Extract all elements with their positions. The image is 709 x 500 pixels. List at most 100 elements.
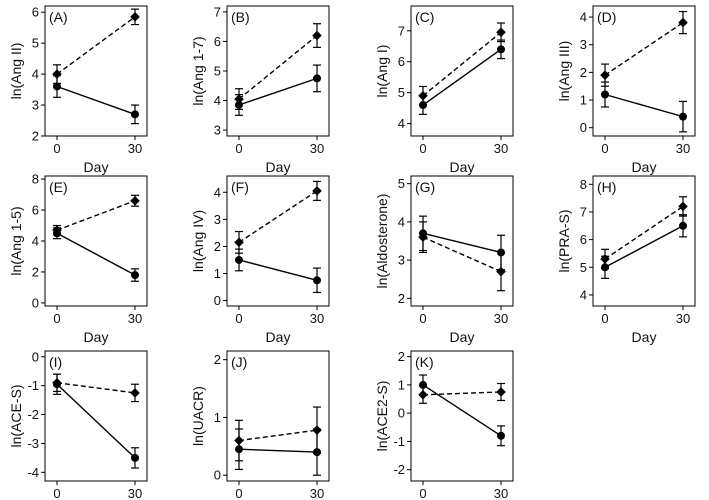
y-axis-label: ln(ACE-S) — [8, 384, 24, 447]
y-tick-label: 7 — [214, 4, 221, 19]
data-point-diamond — [312, 425, 322, 435]
data-point-diamond — [496, 266, 506, 277]
series-solid-line — [238, 77, 318, 106]
y-tick-label: -3 — [27, 436, 39, 451]
y-tick-label: 8 — [32, 172, 39, 187]
series-dashed-line — [238, 35, 318, 100]
data-point-diamond — [312, 186, 322, 196]
panel-label: (E) — [49, 179, 68, 195]
panel-label: (G) — [415, 179, 435, 195]
x-axis-label: Day — [84, 329, 109, 345]
y-tick-label: 5 — [398, 176, 405, 191]
series-dashed-line — [422, 31, 502, 97]
plot-frame — [226, 5, 330, 137]
y-tick-label: -1 — [27, 378, 39, 393]
series-dashed-line — [422, 391, 502, 396]
series-dashed-line — [56, 200, 136, 231]
x-axis-label: Day — [450, 329, 475, 345]
x-tick-label: 0 — [601, 311, 608, 326]
y-tick-label: -4 — [27, 465, 39, 480]
series-dashed-line — [422, 236, 502, 273]
y-tick-label: 4 — [398, 116, 405, 131]
y-tick-label: 1 — [214, 410, 221, 425]
chart-panel: 4 5 6 7 8 0 30 Day ln(PRA-S) (H) — [556, 175, 696, 345]
data-point-diamond — [234, 237, 244, 248]
y-tick-label: 0 — [398, 406, 405, 421]
plot-frame — [592, 5, 696, 137]
series-solid-line — [604, 225, 684, 268]
data-point-diamond — [600, 254, 610, 264]
x-tick-label: 0 — [601, 141, 608, 156]
y-tick-label: 4 — [580, 10, 587, 25]
y-tick-label: 4 — [398, 214, 405, 229]
series-solid-line — [56, 85, 136, 115]
chart-panel: -4-3-2-10030Dayln(ACE-S)(I) — [8, 349, 148, 500]
x-tick-label: 30 — [494, 486, 508, 500]
panel-label: (K) — [415, 354, 434, 370]
panel-label: (B) — [231, 9, 250, 25]
data-point-diamond — [130, 388, 140, 398]
data-point-diamond — [130, 195, 140, 206]
y-axis-label: ln(Ang I) — [374, 45, 390, 98]
y-axis-label: ln(Aldosterone) — [374, 194, 390, 289]
y-tick-label: 0 — [32, 295, 39, 310]
y-tick-label: 0 — [32, 349, 39, 364]
panel-label: (F) — [231, 179, 249, 195]
plot-frame — [410, 350, 514, 482]
y-tick-label: 7 — [398, 23, 405, 38]
y-tick-label: 0 — [580, 120, 587, 135]
y-tick-label: 2 — [398, 349, 405, 364]
y-tick-label: 4 — [214, 185, 221, 200]
y-tick-label: 5 — [32, 36, 39, 51]
x-tick-label: 30 — [676, 311, 690, 326]
y-tick-label: 8 — [580, 177, 587, 192]
data-point-circle — [497, 431, 505, 440]
x-tick-label: 30 — [494, 141, 508, 156]
x-tick-label: 0 — [53, 141, 60, 156]
y-tick-label: 7 — [580, 204, 587, 219]
y-tick-label: 4 — [214, 93, 221, 108]
series-solid-line — [56, 232, 136, 276]
plot-frame — [410, 5, 514, 137]
y-tick-label: 1 — [580, 93, 587, 108]
y-tick-label: 0 — [214, 468, 221, 483]
x-tick-label: 30 — [494, 311, 508, 326]
x-tick-label: 0 — [235, 486, 242, 500]
data-point-circle — [679, 112, 687, 121]
series-solid-line — [604, 93, 684, 118]
y-tick-label: 2 — [214, 239, 221, 254]
data-point-diamond — [52, 69, 62, 79]
y-tick-label: 6 — [32, 203, 39, 218]
data-point-diamond — [496, 27, 506, 38]
x-tick-label: 0 — [419, 311, 426, 326]
x-tick-label: 30 — [128, 486, 142, 500]
x-tick-label: 0 — [235, 311, 242, 326]
y-tick-label: 6 — [398, 54, 405, 69]
y-tick-label: 4 — [32, 67, 39, 82]
data-point-circle — [235, 255, 243, 264]
series-solid-line — [238, 259, 318, 281]
y-tick-label: 4 — [32, 234, 39, 249]
y-tick-label: 3 — [580, 37, 587, 52]
x-tick-label: 30 — [310, 141, 324, 156]
chart-panel: 2 3 4 5 6 0 30 Day ln(Ang II) (A) — [8, 5, 148, 175]
y-tick-label: 6 — [580, 232, 587, 247]
y-axis-label: ln(Ang IV) — [190, 210, 206, 272]
chart-panel: 0 2 4 6 8 0 30 Day ln(Ang 1-5) (E) — [8, 172, 148, 345]
chart-panel: -2-1012030Dayln(ACE2-S)(K) — [374, 349, 514, 500]
panel-label: (D) — [597, 9, 616, 25]
x-tick-label: 30 — [128, 141, 142, 156]
y-tick-label: 1 — [214, 266, 221, 281]
series-dashed-line — [56, 382, 136, 394]
data-point-circle — [679, 221, 687, 230]
y-tick-label: 6 — [32, 5, 39, 20]
data-point-diamond — [234, 94, 244, 104]
data-point-diamond — [600, 70, 610, 80]
panel-label: (H) — [597, 179, 616, 195]
data-point-diamond — [234, 435, 244, 446]
plot-frame — [44, 350, 148, 482]
y-tick-label: 5 — [580, 260, 587, 275]
x-tick-label: 0 — [419, 486, 426, 500]
y-axis-label: ln(Ang 1-5) — [8, 206, 24, 275]
